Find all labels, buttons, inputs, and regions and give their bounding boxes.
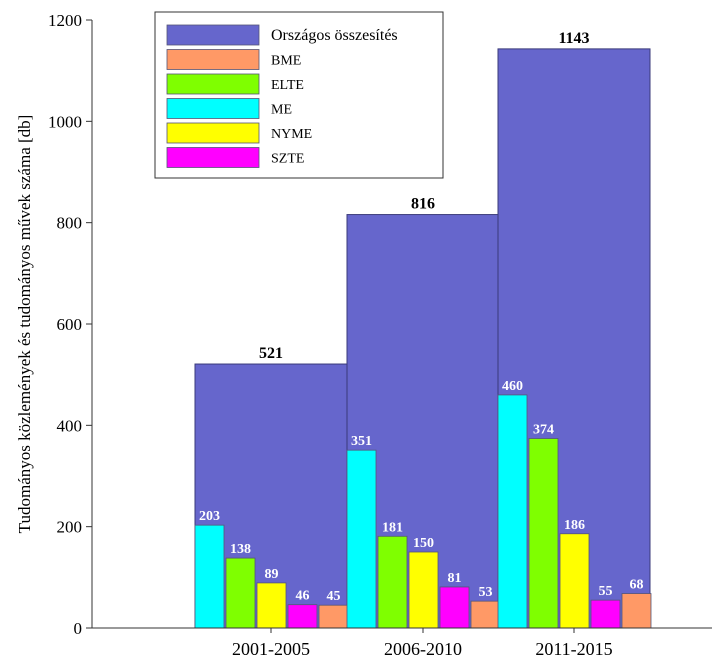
total-label-2001-2005: 521: [259, 345, 283, 362]
bar-label-NYME-2001-2005: 89: [265, 567, 279, 582]
legend-label-BME: BME: [271, 54, 301, 69]
bar-NYME-2001-2005: [256, 582, 287, 629]
bar-label-ME-2006-2010: 351: [351, 434, 372, 449]
legend-label-Országos összesítés: Országos összesítés: [271, 27, 398, 44]
total-label-2011-2015: 1143: [558, 30, 589, 47]
legend-swatch-ME: [166, 98, 260, 119]
legend-swatch-BME: [166, 49, 260, 70]
x-tick-label-2011-2015: 2011-2015: [535, 639, 612, 659]
bar-label-BME-2011-2015: 68: [630, 578, 644, 593]
bar-label-ELTE-2001-2005: 138: [230, 542, 251, 557]
total-label-2006-2010: 816: [411, 196, 435, 213]
legend-swatch-NYME: [166, 122, 260, 144]
y-tick-label-1200: 1200: [48, 11, 82, 30]
bar-label-NYME-2006-2010: 150: [413, 536, 434, 551]
legend-label-ELTE: ELTE: [271, 78, 304, 93]
legend-label-SZTE: SZTE: [271, 152, 304, 167]
y-tick-label-0: 0: [74, 619, 83, 638]
x-tick-label-2001-2005: 2001-2005: [232, 639, 310, 659]
y-tick-label-1000: 1000: [48, 112, 82, 131]
bar-ELTE-2011-2015: [528, 438, 559, 629]
axes: 0 200 400 600 800 1000 1200 2001-2005 2006-2010 2…: [15, 11, 712, 659]
bar-ELTE-2001-2005: [225, 557, 256, 629]
bar-label-BME-2006-2010: 53: [479, 585, 493, 600]
y-tick-label-200: 200: [57, 518, 83, 537]
bar-BME-2006-2010: [470, 600, 501, 629]
legend-label-NYME: NYME: [271, 127, 312, 142]
bar-label-ELTE-2006-2010: 181: [382, 520, 403, 535]
legend-swatch-SZTE: [166, 147, 260, 168]
legend-label-ME: ME: [271, 103, 292, 118]
y-tick-label-800: 800: [57, 214, 83, 233]
bar-label-NYME-2011-2015: 186: [564, 518, 585, 533]
y-tick-label-400: 400: [57, 416, 83, 435]
bar-label-SZTE-2011-2015: 55: [599, 584, 613, 599]
bar-SZTE-2006-2010: [439, 586, 470, 629]
bar-ELTE-2006-2010: [377, 535, 408, 629]
bar-NYME-2006-2010: [408, 551, 439, 629]
bar-ME-2001-2005: [194, 524, 225, 629]
data-labels: 521 816 1143 203 138 89 46 45 351 181 150 81 53 460 37…: [199, 30, 644, 604]
bar-BME-2001-2005: [318, 604, 349, 629]
bar-label-SZTE-2001-2005: 46: [296, 589, 310, 604]
bar-BME-2011-2015: [621, 593, 652, 629]
x-tick-label-2006-2010: 2006-2010: [384, 639, 462, 659]
bar-label-ME-2011-2015: 460: [502, 379, 523, 394]
legend-swatch-Országos összesítés: [166, 24, 260, 46]
bar-label-BME-2001-2005: 45: [327, 589, 341, 604]
legend: Országos összesítés BME ELTE ME NYME SZTE: [154, 11, 444, 179]
bar-ME-2011-2015: [497, 394, 528, 629]
institution-bars: [194, 394, 652, 629]
bar-NYME-2011-2015: [559, 533, 590, 629]
legend-swatch-ELTE: [166, 73, 260, 95]
y-axis-label: Tudományos közlemények és tudományos műv…: [15, 115, 34, 534]
bar-label-ME-2001-2005: 203: [199, 509, 220, 524]
bar-SZTE-2001-2005: [287, 604, 318, 629]
y-tick-label-600: 600: [57, 315, 83, 334]
bar-SZTE-2011-2015: [590, 599, 621, 629]
bar-ME-2006-2010: [346, 449, 377, 629]
bar-label-SZTE-2006-2010: 81: [448, 571, 462, 586]
bar-label-ELTE-2011-2015: 374: [533, 423, 554, 438]
